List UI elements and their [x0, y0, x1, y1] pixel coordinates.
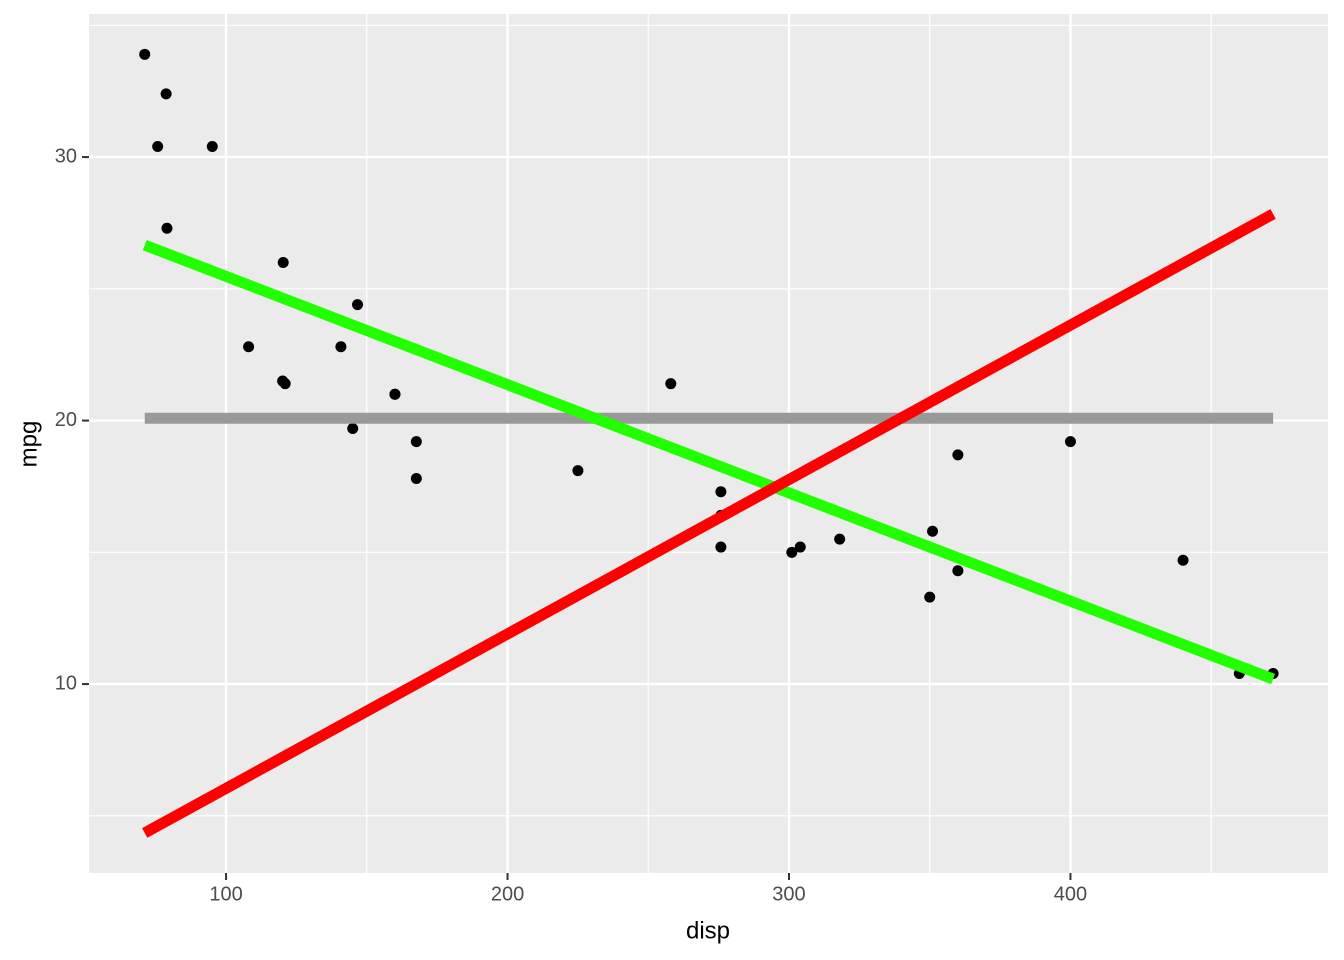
point — [834, 533, 846, 545]
point — [572, 465, 584, 477]
point — [160, 88, 172, 100]
point — [279, 378, 291, 390]
point — [715, 486, 727, 498]
point — [139, 48, 151, 60]
point — [786, 546, 798, 558]
point — [152, 141, 164, 153]
point — [335, 341, 347, 353]
line — [142, 209, 1276, 838]
y-tick-label: 20 — [55, 409, 77, 431]
x-tick-label: 300 — [772, 883, 805, 905]
point — [243, 341, 255, 353]
point — [206, 141, 218, 153]
x-tick-label: 200 — [491, 883, 524, 905]
point — [1177, 554, 1189, 566]
x-tick-label: 100 — [209, 883, 242, 905]
y-tick-label: 10 — [55, 672, 77, 694]
y-axis-title: mpg — [15, 421, 42, 468]
point — [389, 388, 401, 400]
point — [410, 473, 422, 485]
x-tick-label: 400 — [1054, 883, 1087, 905]
point — [1064, 436, 1076, 448]
point — [924, 591, 936, 603]
point — [352, 299, 364, 311]
x-axis-title: disp — [686, 917, 730, 944]
plot-background — [89, 14, 1328, 873]
point — [665, 378, 677, 390]
point — [952, 449, 964, 461]
point — [794, 541, 806, 553]
y-tick-label: 30 — [55, 145, 77, 167]
point — [927, 525, 939, 537]
point — [347, 422, 359, 434]
point — [952, 565, 964, 577]
point — [161, 222, 173, 234]
point — [277, 256, 289, 268]
point — [410, 436, 422, 448]
point — [715, 541, 727, 553]
line — [142, 239, 1276, 685]
